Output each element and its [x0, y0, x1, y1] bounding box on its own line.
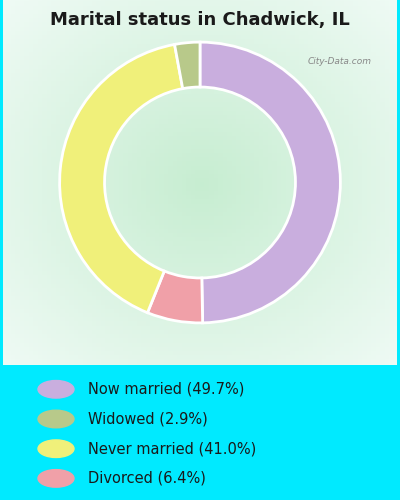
Ellipse shape — [38, 410, 74, 428]
Wedge shape — [148, 271, 203, 323]
Wedge shape — [174, 42, 200, 88]
Wedge shape — [200, 42, 340, 323]
Text: Never married (41.0%): Never married (41.0%) — [88, 441, 256, 456]
Text: Now married (49.7%): Now married (49.7%) — [88, 382, 244, 397]
Text: Marital status in Chadwick, IL: Marital status in Chadwick, IL — [50, 11, 350, 29]
Ellipse shape — [38, 380, 74, 398]
Wedge shape — [60, 44, 183, 312]
Text: Divorced (6.4%): Divorced (6.4%) — [88, 471, 206, 486]
Ellipse shape — [38, 440, 74, 458]
Ellipse shape — [38, 470, 74, 487]
Text: Widowed (2.9%): Widowed (2.9%) — [88, 412, 208, 426]
Text: City-Data.com: City-Data.com — [308, 58, 372, 66]
